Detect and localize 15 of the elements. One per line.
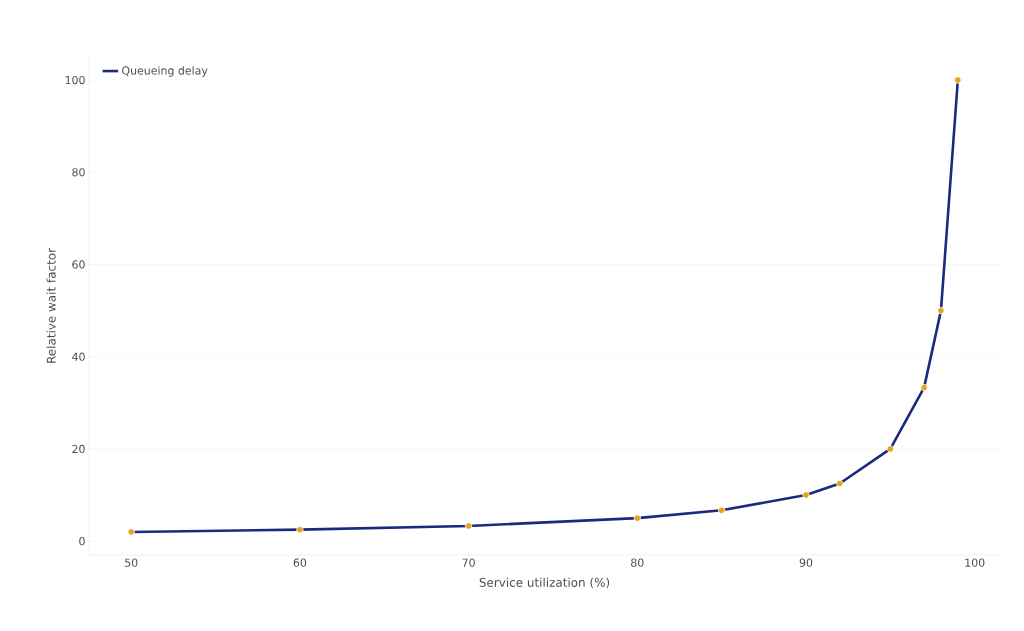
legend-label: Queueing delay <box>122 66 208 77</box>
x-tick-label: 100 <box>965 558 985 567</box>
y-tick-label: 100 <box>65 75 85 85</box>
x-tick-label: 60 <box>293 558 307 567</box>
x-axis-title: Service utilization (%) <box>479 577 610 589</box>
y-tick-label: 60 <box>72 260 85 269</box>
x-tick-label: 70 <box>462 558 475 567</box>
y-tick-label: 40 <box>72 352 85 361</box>
y-tick-label: 0 <box>79 537 85 546</box>
y-tick-label: 80 <box>72 168 85 177</box>
y-tick-label: 20 <box>72 444 85 454</box>
x-tick-label: 90 <box>799 558 813 567</box>
x-tick-label: 80 <box>631 558 644 567</box>
x-tick-label: 50 <box>125 558 138 567</box>
y-axis-title: Relative wait factor <box>46 248 56 363</box>
